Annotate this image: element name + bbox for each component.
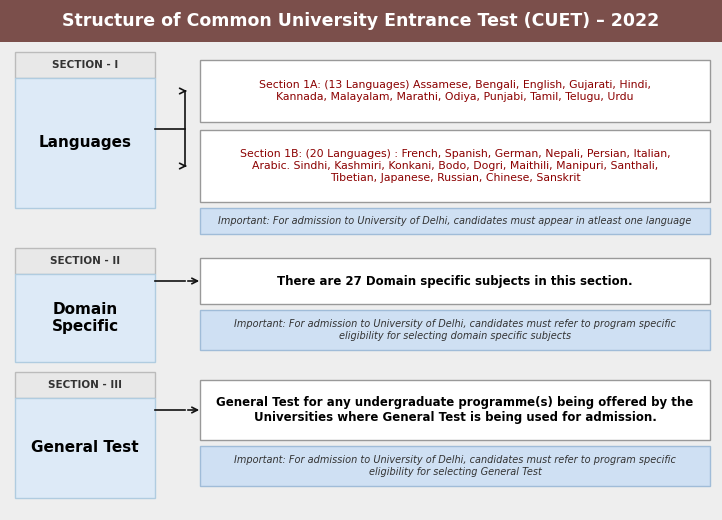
Text: SECTION - III: SECTION - III [48, 380, 122, 390]
Text: SECTION - II: SECTION - II [50, 256, 120, 266]
Text: Important: For admission to University of Delhi, candidates must appear in atlea: Important: For admission to University o… [218, 216, 692, 226]
Bar [0, 0, 722, 42]
Bar [200, 310, 710, 350]
Text: Domain
Specific: Domain Specific [51, 302, 118, 334]
Text: General Test: General Test [31, 440, 139, 456]
Text: SECTION - I: SECTION - I [52, 60, 118, 70]
Bar [15, 274, 155, 362]
Text: There are 27 Domain specific subjects in this section.: There are 27 Domain specific subjects in… [277, 275, 632, 288]
Bar [200, 60, 710, 122]
Bar [200, 130, 710, 202]
Text: Structure of Common University Entrance Test (CUET) – 2022: Structure of Common University Entrance … [62, 12, 660, 30]
Bar [15, 52, 155, 78]
Bar [200, 446, 710, 486]
Bar [200, 380, 710, 440]
Text: Languages: Languages [38, 136, 131, 150]
Text: Important: For admission to University of Delhi, candidates must refer to progra: Important: For admission to University o… [234, 319, 676, 341]
Bar [15, 398, 155, 498]
Text: Important: For admission to University of Delhi, candidates must refer to progra: Important: For admission to University o… [234, 455, 676, 477]
Bar [15, 78, 155, 208]
Bar [15, 372, 155, 398]
Bar [200, 258, 710, 304]
Text: General Test for any undergraduate programme(s) being offered by the
Universitie: General Test for any undergraduate progr… [217, 396, 694, 424]
Bar [200, 208, 710, 234]
Text: Section 1B: (20 Languages) : French, Spanish, German, Nepali, Persian, Italian,
: Section 1B: (20 Languages) : French, Spa… [240, 149, 670, 183]
Bar [15, 248, 155, 274]
Text: Section 1A: (13 Languages) Assamese, Bengali, English, Gujarati, Hindi,
Kannada,: Section 1A: (13 Languages) Assamese, Ben… [259, 80, 651, 102]
